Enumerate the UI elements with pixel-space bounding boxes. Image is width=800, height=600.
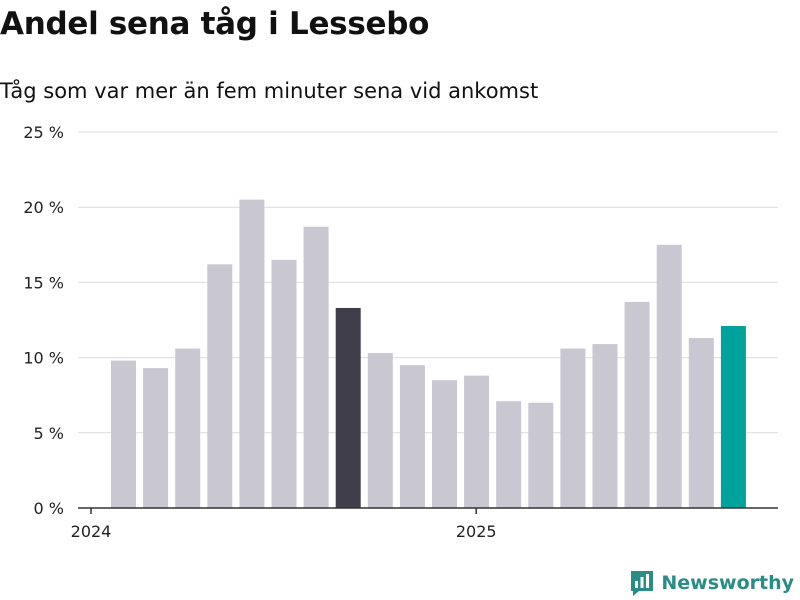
x-tick-label: 2025 [456, 522, 497, 541]
y-tick-label: 20 % [23, 198, 64, 217]
bar-2024-12 [464, 375, 490, 508]
bar-2024-09 [367, 353, 393, 508]
chart-title: Andel sena tåg i Lessebo [0, 6, 430, 42]
bar-2024-01 [111, 360, 136, 508]
newsworthy-chart-icon [631, 571, 654, 596]
bar-2024-05 [239, 199, 265, 508]
bar-2024-03 [175, 348, 201, 508]
y-tick-label: 0 % [34, 499, 64, 518]
newsworthy-logo: Newsworthy [629, 569, 794, 597]
bar-2025-05 [624, 301, 650, 508]
bar-2025-07 [688, 338, 714, 508]
bar-2025-01 [496, 401, 522, 508]
logo-text: Newsworthy [661, 572, 794, 594]
y-tick-label: 10 % [23, 349, 64, 368]
y-tick-label: 5 % [34, 424, 64, 443]
chart-subtitle: Tåg som var mer än fem minuter sena vid … [0, 79, 539, 103]
bar-2024-08 [335, 307, 361, 508]
bar-2024-04 [207, 264, 233, 508]
bar-2025-03 [560, 348, 586, 508]
y-tick-label: 25 % [23, 123, 64, 142]
bar-2025-02 [528, 402, 554, 508]
bar-2024-07 [303, 226, 329, 508]
bar-2024-10 [399, 365, 425, 508]
bar-2024-11 [432, 380, 457, 508]
bar-2025-08 [720, 326, 746, 508]
bar-2025-06 [656, 244, 682, 509]
bar-2025-04 [592, 344, 618, 508]
x-tick-label: 2024 [71, 522, 112, 541]
bar-2024-06 [271, 259, 297, 508]
y-tick-label: 15 % [23, 273, 64, 292]
bar-2024-02 [143, 368, 169, 508]
